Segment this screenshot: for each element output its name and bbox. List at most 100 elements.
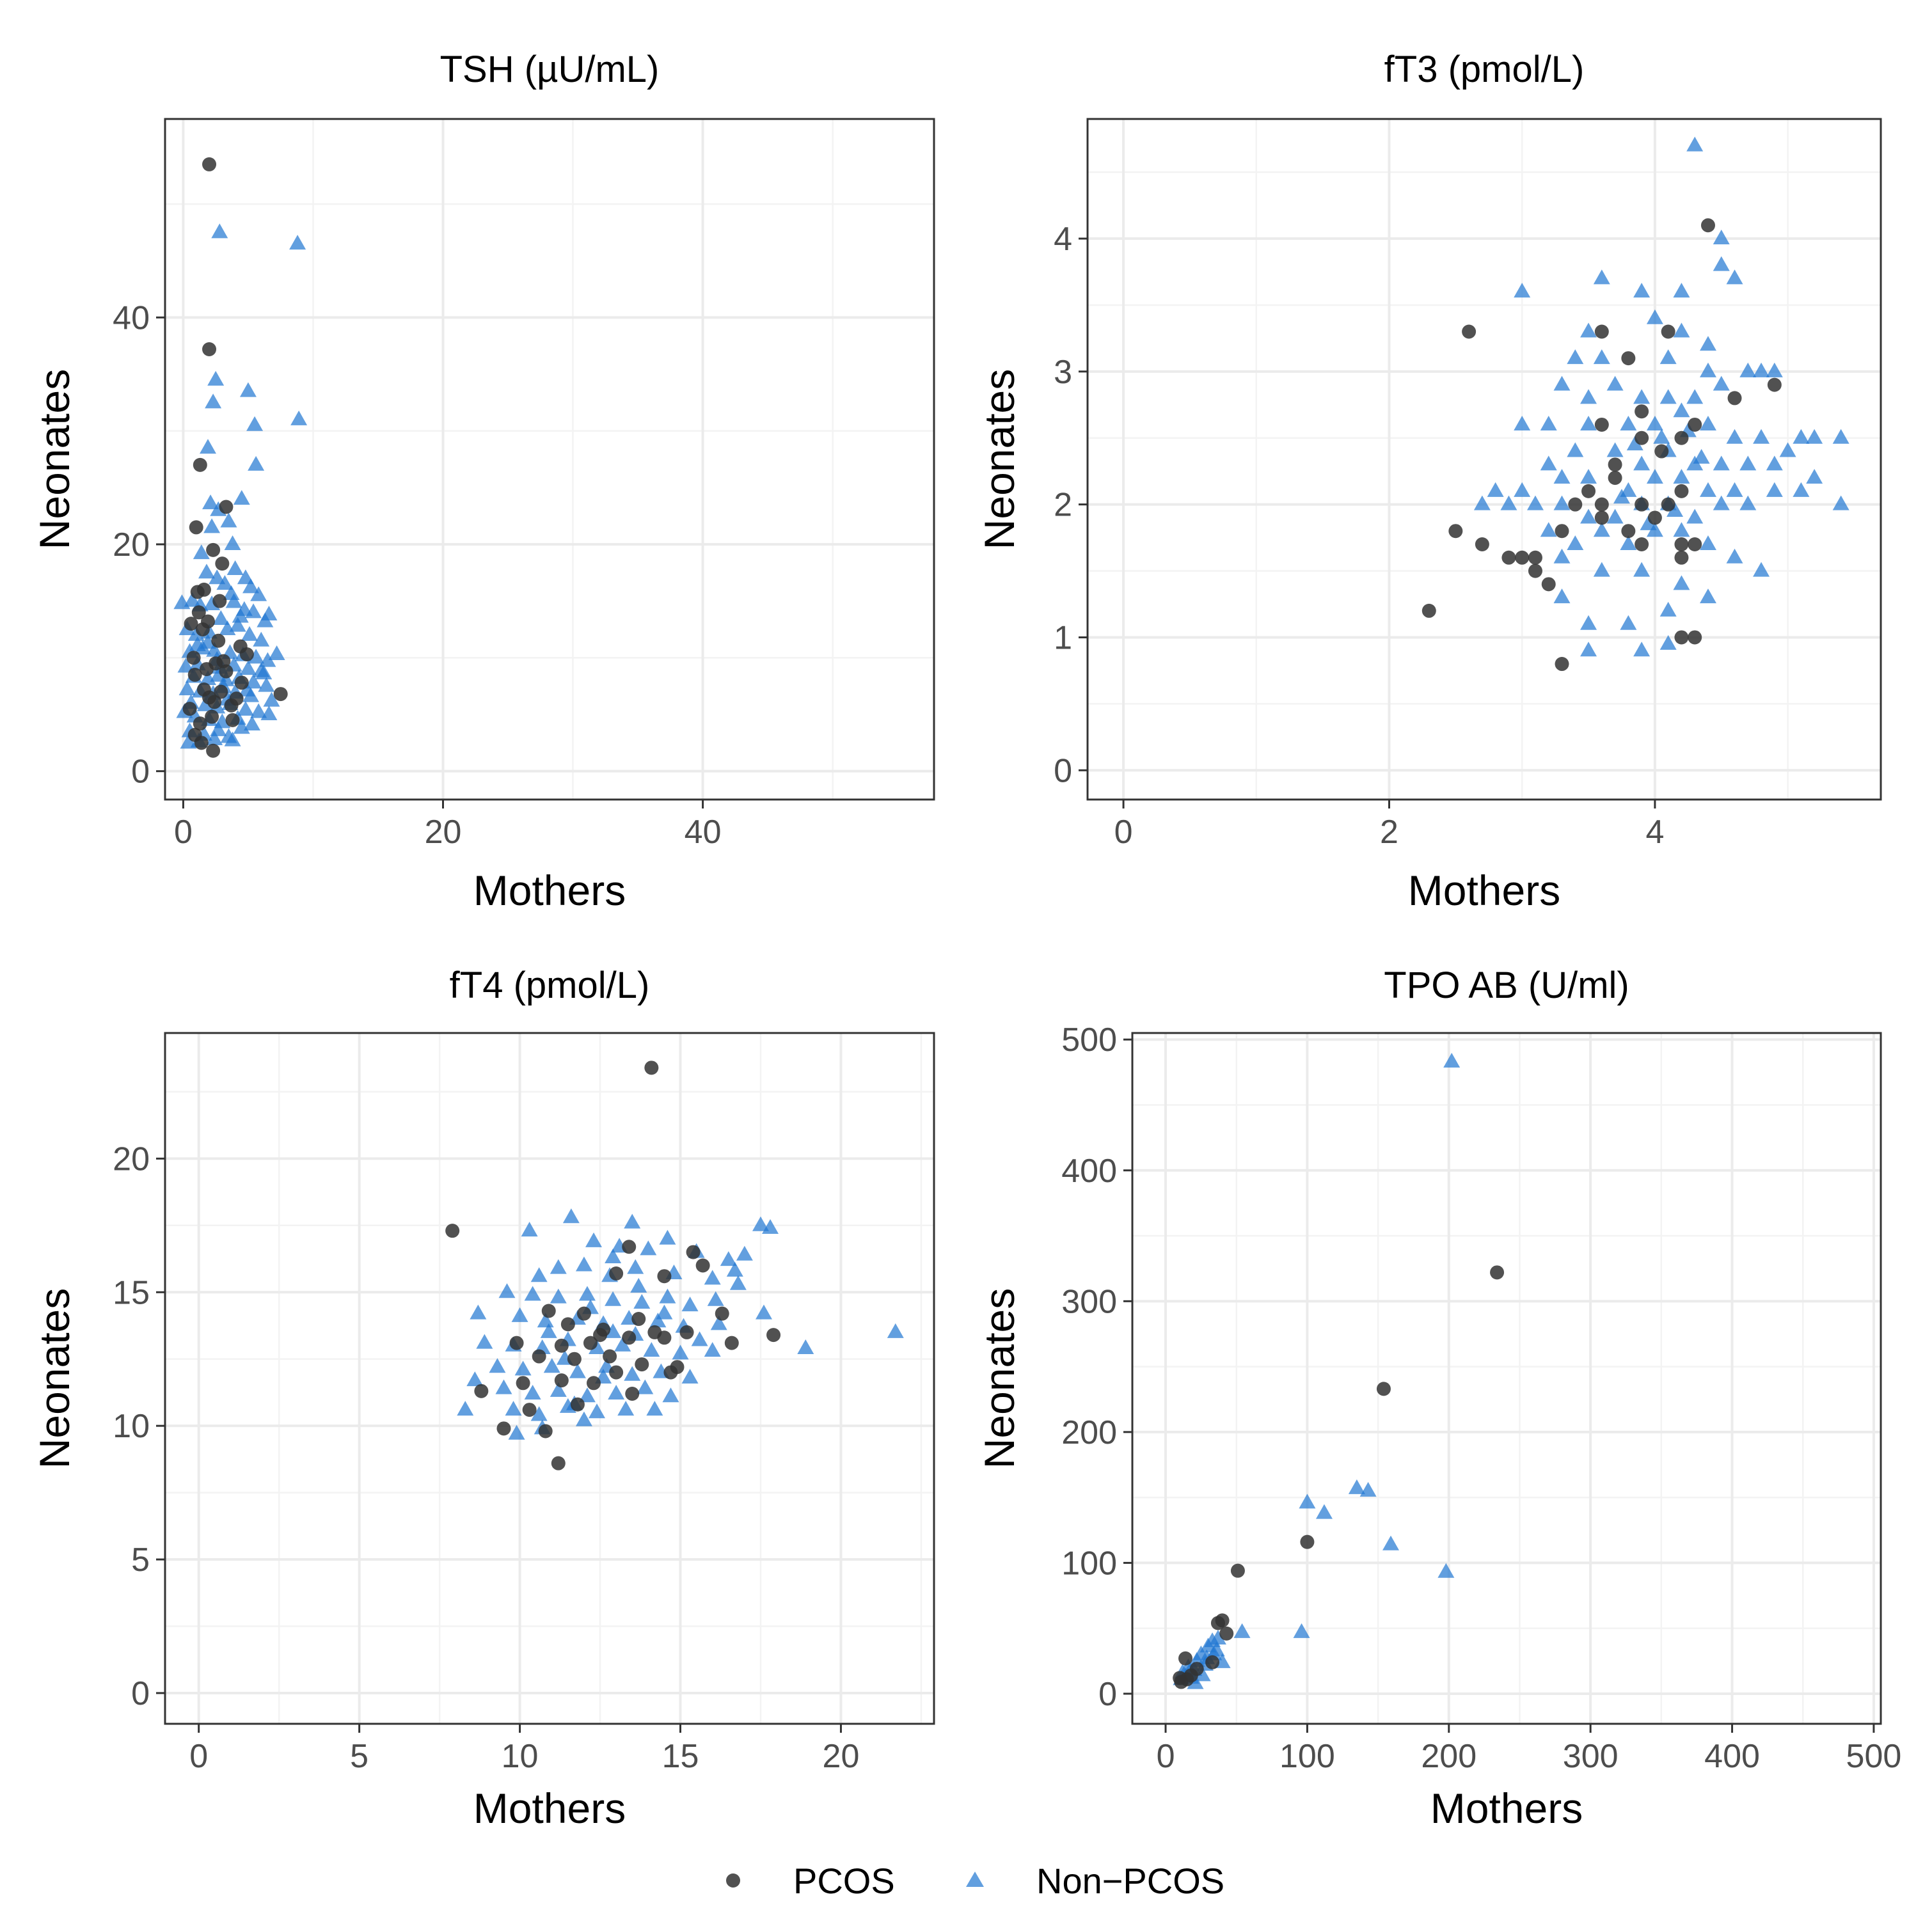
x-tick-label: 200 <box>1421 1738 1477 1775</box>
point-non-pcos <box>200 439 217 454</box>
point-pcos <box>538 1424 553 1439</box>
point-non-pcos <box>1606 375 1624 391</box>
point-non-pcos <box>1443 1053 1461 1068</box>
point-non-pcos <box>495 1379 512 1394</box>
point-non-pcos <box>1699 415 1716 430</box>
point-pcos <box>1700 218 1715 233</box>
point-non-pcos <box>624 1366 641 1381</box>
point-pcos <box>1189 1662 1204 1676</box>
point-non-pcos <box>1766 455 1783 471</box>
panel-title: fT3 (pmol/L) <box>1384 49 1585 90</box>
point-non-pcos <box>200 634 217 649</box>
x-axis-title: Mothers <box>473 867 626 914</box>
point-non-pcos <box>1793 482 1810 497</box>
point-non-pcos <box>253 631 270 647</box>
point-pcos <box>229 691 244 706</box>
point-non-pcos <box>223 585 240 601</box>
point-non-pcos <box>681 1297 699 1312</box>
point-non-pcos <box>203 518 221 533</box>
point-non-pcos <box>1194 1666 1211 1682</box>
point-non-pcos <box>1593 562 1610 577</box>
point-non-pcos <box>524 1286 541 1301</box>
point-non-pcos <box>1613 489 1630 504</box>
point-pcos <box>205 709 219 724</box>
point-pcos <box>496 1421 511 1436</box>
point-non-pcos <box>246 416 264 431</box>
point-non-pcos <box>1686 389 1704 404</box>
point-non-pcos <box>244 715 261 730</box>
point-pcos <box>184 617 198 631</box>
point-pcos <box>206 743 221 758</box>
point-non-pcos <box>1553 548 1571 564</box>
point-pcos <box>1674 550 1689 565</box>
point-pcos <box>1688 417 1702 432</box>
point-pcos <box>193 716 207 731</box>
point-non-pcos <box>1673 322 1690 338</box>
y-tick-label: 2 <box>1054 487 1072 524</box>
point-pcos <box>1568 497 1583 512</box>
point-non-pcos <box>656 1304 673 1320</box>
point-non-pcos <box>662 1387 679 1403</box>
point-pcos <box>1661 497 1675 512</box>
x-tick-label: 0 <box>1157 1738 1175 1775</box>
point-non-pcos <box>229 617 246 632</box>
point-non-pcos <box>211 223 228 239</box>
point-non-pcos <box>589 1403 606 1419</box>
x-tick-label: 500 <box>1846 1738 1902 1775</box>
point-non-pcos <box>216 575 234 590</box>
point-pcos <box>679 1325 694 1339</box>
point-non-pcos <box>578 1286 596 1301</box>
point-non-pcos <box>1348 1479 1365 1494</box>
point-non-pcos <box>752 1216 769 1231</box>
point-non-pcos <box>1437 1563 1455 1578</box>
point-non-pcos <box>543 1358 560 1373</box>
point-pcos <box>1219 1626 1234 1641</box>
point-non-pcos <box>238 681 255 697</box>
point-non-pcos <box>550 1259 567 1274</box>
point-non-pcos <box>1620 615 1637 630</box>
point-pcos <box>695 1258 710 1273</box>
point-non-pcos <box>726 1261 743 1277</box>
point-pcos <box>1647 510 1662 525</box>
y-tick-label: 200 <box>1061 1414 1117 1451</box>
point-pcos <box>1501 550 1516 565</box>
point-pcos <box>516 1376 530 1391</box>
x-tick-label: 2 <box>1380 814 1398 851</box>
point-non-pcos <box>1620 482 1637 497</box>
point-pcos <box>522 1403 537 1417</box>
point-pcos <box>1621 524 1636 539</box>
panel-title: fT4 (pmol/L) <box>450 965 650 1006</box>
point-non-pcos <box>1699 336 1716 351</box>
point-non-pcos <box>1593 349 1610 365</box>
point-pcos <box>570 1397 585 1412</box>
point-non-pcos <box>209 569 226 585</box>
panel-background <box>165 119 934 800</box>
point-pcos <box>587 1376 601 1391</box>
point-non-pcos <box>1514 482 1531 497</box>
point-non-pcos <box>729 1275 747 1290</box>
point-non-pcos <box>1606 442 1624 457</box>
point-pcos <box>622 1240 637 1254</box>
point-non-pcos <box>1726 548 1743 564</box>
panel-4: 0 100 200 300 400 500 0 100 200 300 400 500 TPO AB (… <box>976 965 1901 1832</box>
point-pcos <box>1475 537 1489 551</box>
y-tick-label: 100 <box>1061 1545 1117 1582</box>
point-pcos <box>1635 430 1649 445</box>
point-pcos <box>551 1456 566 1471</box>
point-non-pcos <box>640 1240 657 1256</box>
point-non-pcos <box>707 1291 724 1306</box>
point-non-pcos <box>245 603 262 619</box>
point-pcos <box>273 687 288 702</box>
point-non-pcos <box>290 410 308 425</box>
point-non-pcos <box>1793 429 1810 444</box>
point-non-pcos <box>1766 482 1783 497</box>
point-pcos <box>1230 1563 1245 1578</box>
y-tick-label: 1 <box>1054 619 1072 656</box>
y-axis-title: Neonates <box>976 1288 1023 1469</box>
point-pcos <box>225 713 240 727</box>
point-non-pcos <box>1739 362 1757 377</box>
point-pcos <box>1594 510 1609 525</box>
point-non-pcos <box>498 1283 516 1298</box>
point-non-pcos <box>1646 309 1663 324</box>
point-pcos <box>1688 537 1702 551</box>
